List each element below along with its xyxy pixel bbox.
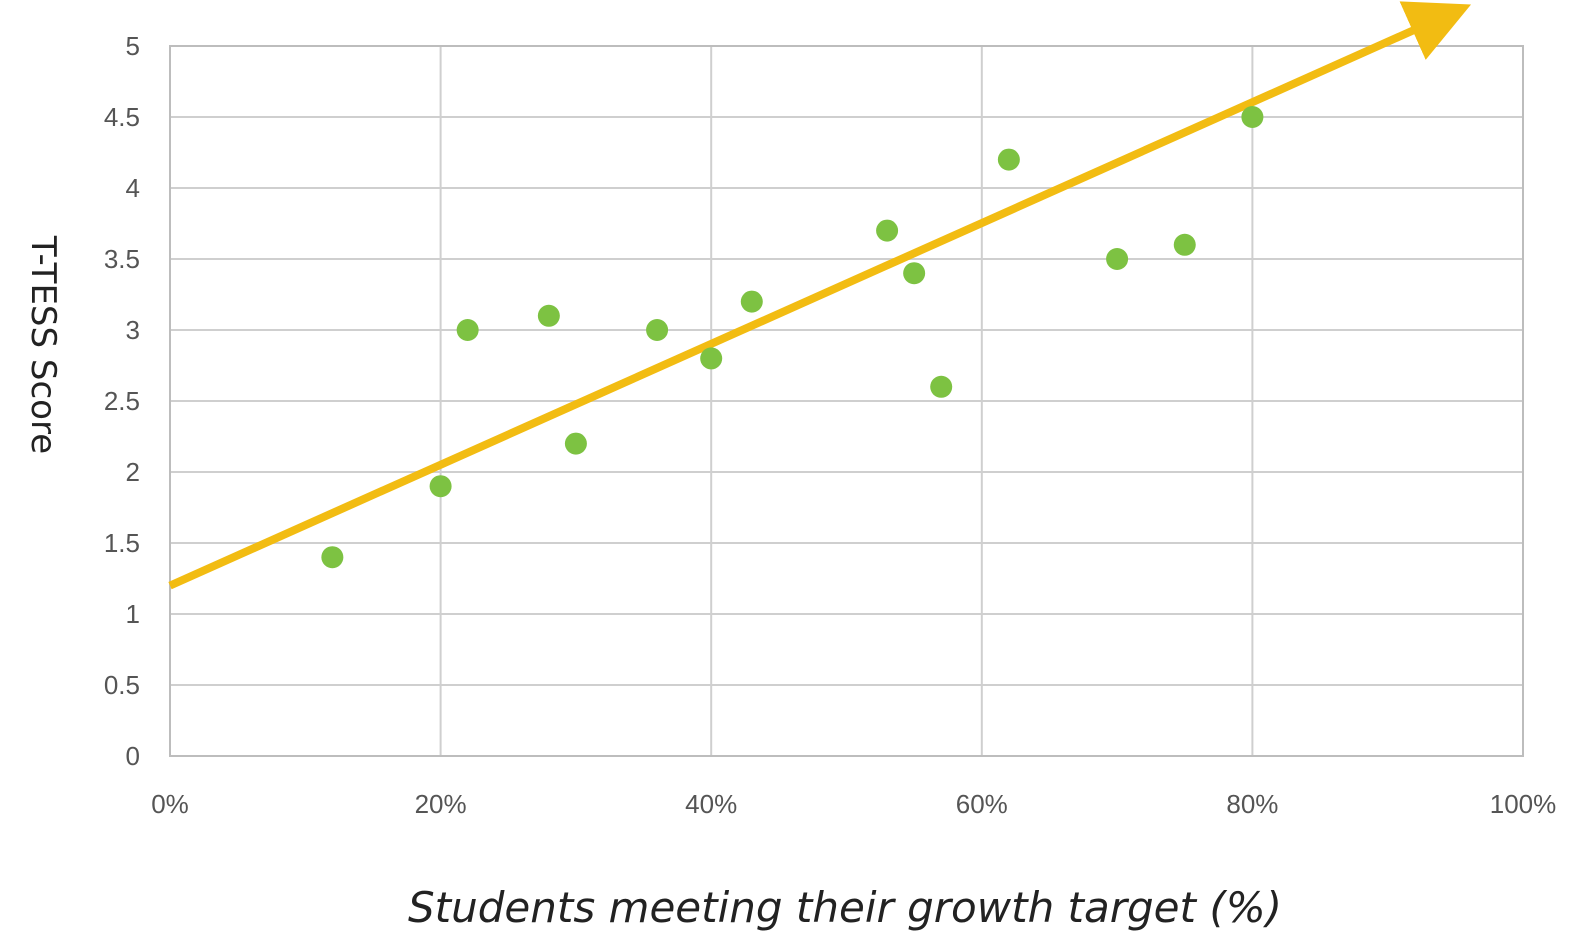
trend-line-group	[168, 1, 1472, 590]
x-axis-title: Students meeting their growth target (%)	[408, 883, 1282, 932]
data-point	[456, 319, 479, 341]
data-point	[740, 290, 763, 313]
y-tick-label: 1	[126, 599, 140, 629]
data-point	[537, 304, 560, 327]
data-point	[700, 347, 723, 370]
data-point	[429, 475, 452, 498]
data-point	[1106, 248, 1129, 270]
x-tick-label: 40%	[685, 789, 737, 819]
data-points	[321, 106, 1264, 569]
x-tick-label: 0%	[151, 789, 189, 819]
data-point	[876, 219, 899, 242]
y-tick-label: 3.5	[104, 244, 140, 274]
y-tick-label: 4	[126, 173, 140, 203]
data-point	[1173, 233, 1196, 256]
data-point	[321, 546, 344, 569]
data-point	[997, 148, 1020, 171]
y-axis-tick-labels: 0 0.5 1 1.5 2 2.5 3 3.5 4 4.5 5	[104, 31, 140, 771]
data-point	[1241, 106, 1264, 128]
y-tick-label: 5	[126, 31, 140, 61]
data-point	[646, 319, 669, 341]
grid	[169, 45, 1524, 757]
x-tick-label: 60%	[956, 789, 1008, 819]
x-axis-tick-labels: 0% 20% 40% 60% 80% 100%	[151, 789, 1556, 819]
y-tick-label: 2.5	[104, 386, 140, 416]
y-axis-title: T-TESS Score	[23, 235, 63, 454]
plot-frame	[169, 45, 1524, 757]
data-point	[903, 262, 926, 285]
y-tick-label: 1.5	[104, 528, 140, 558]
data-point	[564, 432, 587, 455]
y-tick-label: 0.5	[104, 670, 140, 700]
y-tick-label: 3	[126, 315, 140, 345]
y-tick-label: 4.5	[104, 102, 140, 132]
plot-area-frame	[169, 45, 1524, 757]
x-tick-label: 100%	[1490, 789, 1557, 819]
x-tick-label: 20%	[415, 789, 467, 819]
trend-line	[168, 1, 1472, 590]
data-point	[930, 375, 953, 398]
y-tick-label: 2	[126, 457, 140, 487]
x-tick-label: 80%	[1226, 789, 1278, 819]
y-tick-label: 0	[126, 741, 140, 771]
